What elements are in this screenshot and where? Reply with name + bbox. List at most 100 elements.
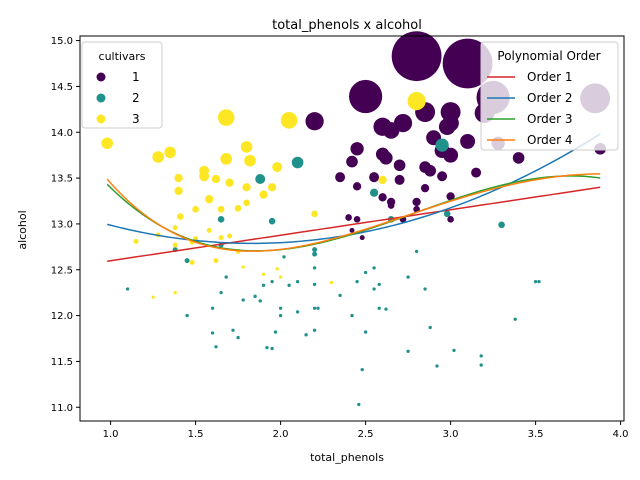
data-point-cultivar-2: [435, 364, 439, 368]
data-point-cultivar-1: [443, 147, 459, 163]
data-point-cultivar-3: [217, 109, 235, 126]
legend-label-order-4: Order 4: [527, 133, 573, 147]
data-point-cultivar-3: [259, 190, 268, 199]
data-point-cultivar-2: [270, 280, 274, 284]
data-point-cultivar-3: [173, 291, 177, 295]
y-axis: 11.0 11.5 12.0 12.5 13.0 13.5 14.0 14.5 15.0: [51, 36, 80, 414]
data-point-cultivar-1: [394, 174, 405, 185]
chart-title: total_phenols x alcohol: [272, 18, 422, 33]
y-tick-label: 14.5: [51, 82, 73, 93]
data-point-cultivar-2: [224, 275, 228, 279]
data-point-cultivar-2: [479, 363, 483, 367]
data-point-cultivar-2: [282, 255, 286, 259]
data-point-cultivar-2: [278, 313, 283, 318]
data-point-cultivar-3: [242, 183, 251, 192]
data-point-cultivar-3: [218, 235, 224, 241]
data-point-cultivar-3: [241, 265, 245, 269]
data-point-cultivar-1: [349, 227, 355, 233]
data-point-cultivar-3: [199, 171, 210, 182]
polynomial-legend-title: Polynomial Order: [497, 49, 600, 63]
data-point-cultivar-1: [442, 38, 493, 89]
data-point-cultivar-3: [261, 272, 266, 276]
fit-curve-order-4: [106, 173, 601, 252]
y-tick-label: 12.0: [51, 311, 73, 322]
data-point-cultivar-2: [372, 287, 376, 291]
x-axis: 1.0 1.5 2.0 2.5 3.0 3.5 4.0: [103, 421, 629, 440]
data-point-cultivar-3: [378, 175, 387, 185]
data-point-cultivar-1: [379, 151, 393, 165]
data-point-cultivar-2: [295, 310, 300, 314]
data-point-cultivar-2: [258, 299, 262, 303]
data-point-cultivar-2: [406, 349, 410, 353]
data-point-cultivar-3: [275, 267, 279, 271]
data-point-cultivar-1: [420, 184, 430, 193]
data-point-cultivar-2: [414, 249, 419, 254]
legend-marker-cultivar-1: [96, 72, 106, 82]
data-point-cultivar-1: [387, 202, 395, 209]
data-point-cultivar-1: [446, 192, 455, 201]
data-point-cultivar-2: [312, 306, 317, 310]
data-point-cultivar-2: [357, 402, 361, 407]
polynomial-legend: Polynomial Order Order 1 Order 2 Order 3…: [480, 41, 619, 151]
data-point-cultivar-3: [407, 91, 426, 111]
data-point-cultivar-1: [346, 155, 358, 168]
x-axis-label: total_phenols: [310, 451, 384, 464]
data-point-cultivar-1: [305, 112, 324, 131]
data-point-cultivar-2: [210, 306, 215, 310]
data-point-cultivar-1: [512, 152, 525, 164]
data-point-cultivar-2: [498, 221, 505, 229]
data-point-cultivar-2: [253, 294, 257, 298]
data-point-cultivar-2: [513, 317, 517, 321]
x-tick-label: 4.0: [613, 429, 629, 440]
data-point-cultivar-2: [537, 280, 541, 284]
x-tick-label: 1.0: [103, 429, 119, 440]
fit-curve-order-1: [107, 186, 601, 262]
x-tick-label: 2.0: [273, 429, 289, 440]
data-point-cultivar-1: [393, 159, 406, 172]
data-point-cultivar-3: [172, 225, 178, 231]
y-tick-label: 11.0: [51, 403, 73, 414]
data-point-cultivar-2: [435, 138, 449, 152]
data-point-cultivar-3: [311, 210, 318, 218]
data-point-cultivar-3: [227, 233, 233, 239]
data-point-cultivar-3: [213, 258, 219, 264]
data-point-cultivar-2: [423, 287, 427, 291]
data-point-cultivar-3: [280, 112, 298, 129]
data-point-cultivar-3: [174, 186, 183, 196]
data-point-cultivar-3: [174, 173, 183, 183]
cultivars-legend-title: cultivars: [99, 50, 146, 63]
data-point-cultivar-3: [176, 213, 184, 220]
data-point-cultivar-2: [185, 313, 189, 318]
data-point-cultivar-2: [372, 266, 376, 270]
data-point-cultivar-2: [210, 331, 215, 335]
data-point-cultivar-2: [363, 270, 368, 275]
data-point-cultivar-3: [272, 162, 283, 173]
data-point-cultivar-1: [391, 31, 442, 82]
data-point-cultivar-2: [255, 174, 266, 184]
data-point-cultivar-2: [377, 282, 381, 287]
data-point-cultivar-2: [350, 313, 354, 318]
data-point-cultivar-3: [211, 174, 221, 184]
data-point-cultivar-2: [479, 354, 483, 358]
data-point-cultivar-2: [184, 258, 190, 264]
data-point-cultivar-2: [312, 328, 317, 332]
data-point-cultivar-1: [350, 142, 364, 156]
data-point-cultivar-1: [352, 182, 362, 191]
data-point-cultivar-1: [447, 216, 454, 223]
data-point-cultivar-3: [240, 141, 253, 153]
legend-label-order-3: Order 3: [527, 112, 573, 126]
data-point-cultivar-2: [377, 306, 381, 310]
data-point-cultivar-3: [189, 259, 195, 265]
data-point-cultivar-2: [312, 251, 318, 257]
data-point-cultivar-2: [278, 306, 283, 310]
data-point-cultivar-2: [452, 348, 456, 353]
data-point-cultivar-1: [460, 133, 476, 149]
data-point-cultivar-1: [345, 214, 352, 221]
data-point-cultivar-1: [471, 167, 482, 178]
data-point-cultivar-1: [412, 197, 421, 207]
legend-label-cultivar-3: 3: [132, 112, 140, 126]
legend-marker-cultivar-3: [96, 114, 106, 124]
data-point-cultivar-3: [172, 242, 178, 248]
data-point-cultivar-2: [217, 216, 225, 223]
